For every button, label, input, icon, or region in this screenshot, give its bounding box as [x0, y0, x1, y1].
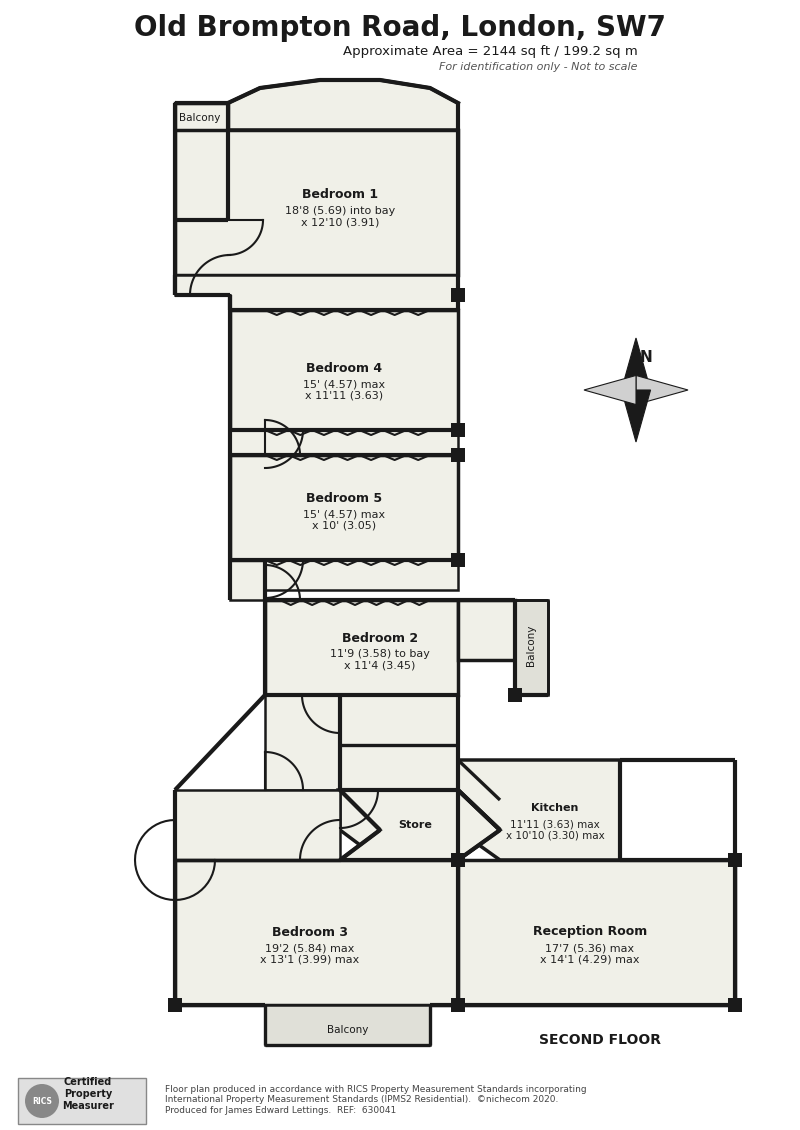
Polygon shape: [515, 600, 548, 695]
Text: Old Brompton Road, London, SW7: Old Brompton Road, London, SW7: [134, 14, 666, 42]
Text: Bedroom 2: Bedroom 2: [342, 632, 418, 644]
Text: Bedroom 1: Bedroom 1: [302, 189, 378, 201]
Text: 11'11 (3.63) max
x 10'10 (3.30) max: 11'11 (3.63) max x 10'10 (3.30) max: [506, 819, 604, 841]
Polygon shape: [622, 390, 650, 442]
Text: Bedroom 3: Bedroom 3: [272, 925, 348, 939]
Text: Balcony: Balcony: [179, 113, 221, 123]
Text: 19'2 (5.84) max
x 13'1 (3.99) max: 19'2 (5.84) max x 13'1 (3.99) max: [260, 944, 360, 965]
Text: Approximate Area = 2144 sq ft / 199.2 sq m: Approximate Area = 2144 sq ft / 199.2 sq…: [342, 45, 638, 59]
Text: 11'9 (3.58) to bay
x 11'4 (3.45): 11'9 (3.58) to bay x 11'4 (3.45): [330, 650, 430, 671]
Polygon shape: [622, 338, 650, 390]
Polygon shape: [340, 790, 500, 860]
Polygon shape: [458, 860, 735, 1005]
Text: N: N: [640, 350, 652, 365]
Text: Bedroom 5: Bedroom 5: [306, 492, 382, 504]
Text: Kitchen: Kitchen: [531, 803, 578, 812]
Text: 18'8 (5.69) into bay
x 12'10 (3.91): 18'8 (5.69) into bay x 12'10 (3.91): [285, 206, 395, 228]
Polygon shape: [230, 310, 458, 431]
Polygon shape: [175, 130, 458, 275]
Polygon shape: [340, 695, 458, 745]
Polygon shape: [584, 375, 636, 405]
Polygon shape: [340, 745, 458, 790]
Polygon shape: [230, 455, 458, 560]
Text: 15' (4.57) max
x 11'11 (3.63): 15' (4.57) max x 11'11 (3.63): [303, 380, 385, 401]
Text: Store: Store: [398, 820, 432, 831]
Polygon shape: [230, 560, 458, 600]
Polygon shape: [265, 600, 458, 695]
Polygon shape: [230, 431, 458, 455]
Polygon shape: [175, 103, 228, 220]
Bar: [728, 853, 742, 867]
Bar: [451, 423, 465, 437]
Text: Reception Room: Reception Room: [533, 925, 647, 939]
Polygon shape: [265, 1005, 430, 1045]
Text: Balcony: Balcony: [526, 624, 536, 666]
Bar: [451, 553, 465, 567]
Bar: [451, 853, 465, 867]
Polygon shape: [175, 790, 340, 860]
Text: 17'7 (5.36) max
x 14'1 (4.29) max: 17'7 (5.36) max x 14'1 (4.29) max: [540, 944, 640, 965]
Bar: [451, 288, 465, 302]
Polygon shape: [458, 600, 515, 660]
Polygon shape: [265, 695, 340, 790]
Polygon shape: [340, 790, 500, 860]
Text: SECOND FLOOR: SECOND FLOOR: [539, 1033, 661, 1048]
Bar: [18, 1078, 146, 1124]
Text: Bedroom 4: Bedroom 4: [306, 362, 382, 374]
Bar: [451, 447, 465, 462]
Polygon shape: [175, 275, 458, 310]
Polygon shape: [458, 760, 620, 860]
Text: Floor plan produced in accordance with RICS Property Measurement Standards incor: Floor plan produced in accordance with R…: [165, 1085, 586, 1115]
Text: Balcony: Balcony: [327, 1025, 369, 1035]
Polygon shape: [636, 375, 688, 405]
Text: 15' (4.57) max
x 10' (3.05): 15' (4.57) max x 10' (3.05): [303, 510, 385, 531]
Text: For identification only - Not to scale: For identification only - Not to scale: [438, 62, 638, 72]
Circle shape: [25, 1084, 59, 1118]
Polygon shape: [175, 860, 458, 1005]
Bar: [508, 688, 522, 702]
Bar: [168, 998, 182, 1012]
Bar: [728, 998, 742, 1012]
Text: Certified
Property
Measurer: Certified Property Measurer: [62, 1077, 114, 1111]
Text: RICS: RICS: [32, 1096, 52, 1105]
Bar: [451, 998, 465, 1012]
Polygon shape: [228, 80, 458, 130]
